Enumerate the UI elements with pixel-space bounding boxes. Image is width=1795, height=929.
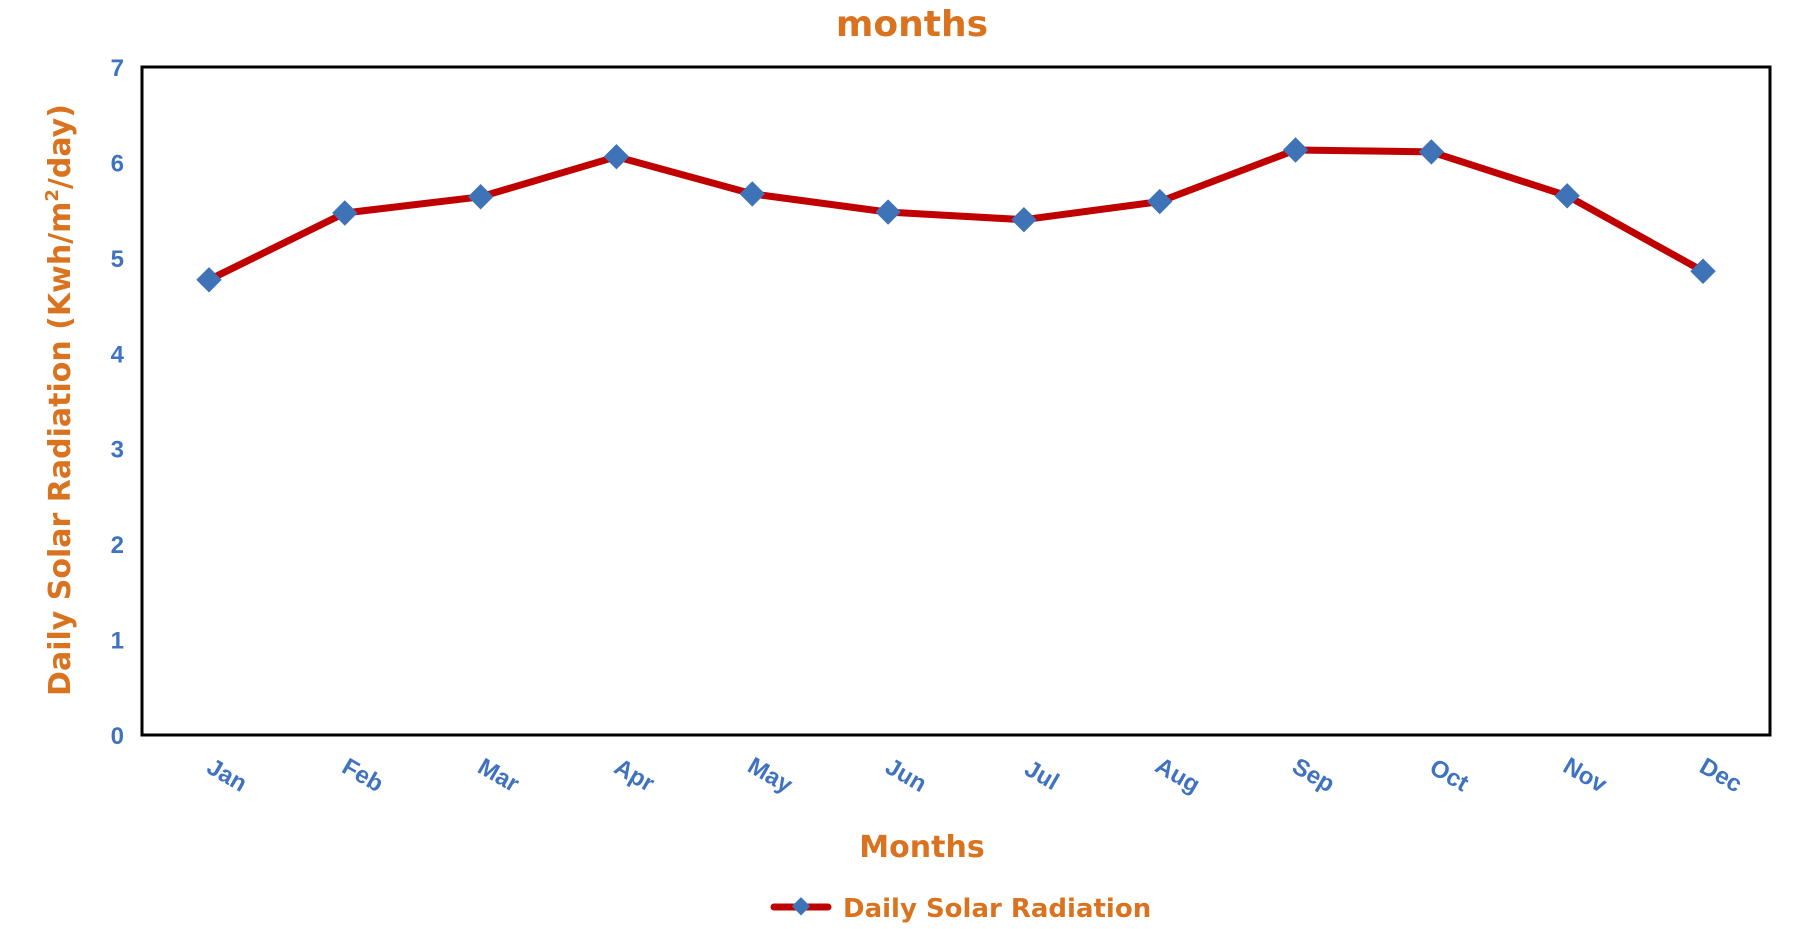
series-line (205, 146, 1707, 284)
data-point-marker (875, 199, 901, 225)
x-tick-label: Oct (1425, 754, 1473, 797)
data-point-marker (1418, 139, 1445, 165)
y-tick-label: 0 (111, 723, 124, 750)
legend-marker-swatch (791, 897, 811, 916)
y-tick-label: 7 (111, 55, 124, 82)
y-axis-title-tail: /day) (43, 104, 78, 189)
x-tick-label: Mar (473, 753, 523, 798)
x-tick-label: Jan (202, 753, 251, 797)
x-tick-label: Sep (1287, 753, 1339, 798)
x-axis-ticks: Jan Feb Mar Apr May Jun Jul Aug Sep Oct Nov Dec (202, 752, 1746, 799)
y-axis-title-main: Daily Solar Radiation (Kwh/m (43, 202, 78, 696)
legend: Daily Solar Radiation (770, 894, 1151, 924)
y-tick-label: 1 (111, 628, 124, 655)
y-tick-label: 6 (111, 150, 124, 177)
data-point-marker (332, 200, 358, 226)
legend-label: Daily Solar Radiation (843, 894, 1151, 924)
y-tick-label: 4 (111, 341, 125, 368)
y-axis-title: Daily Solar Radiation (Kwh/m2/day) (42, 104, 78, 696)
data-point-marker (603, 143, 630, 170)
y-tick-label: 2 (111, 532, 124, 559)
series-layer (196, 137, 1716, 293)
x-tick-label: Jun (881, 753, 931, 798)
x-tick-label: Nov (1559, 752, 1612, 798)
x-axis-title: Months (859, 830, 984, 865)
x-tick-label: May (743, 752, 797, 799)
data-point-marker (467, 184, 494, 210)
x-tick-label: Jul (1020, 755, 1064, 796)
data-point-marker (196, 267, 222, 293)
data-point-marker (1011, 206, 1037, 233)
data-point-marker (739, 181, 766, 207)
y-tick-label: 5 (111, 246, 124, 273)
chart-title: months (836, 4, 988, 45)
x-tick-label: Feb (337, 753, 387, 798)
x-tick-label: Aug (1151, 752, 1205, 799)
data-point-marker (1146, 188, 1173, 215)
plot-frame (140, 65, 1772, 737)
x-tick-label: Dec (1695, 753, 1747, 798)
y-axis-ticks: 0 1 2 3 4 5 6 7 (111, 55, 125, 750)
x-tick-label: Apr (610, 753, 659, 797)
y-tick-label: 3 (111, 437, 124, 464)
y-axis-title-superscript: 2 (42, 189, 63, 202)
data-point-marker (1282, 137, 1309, 163)
